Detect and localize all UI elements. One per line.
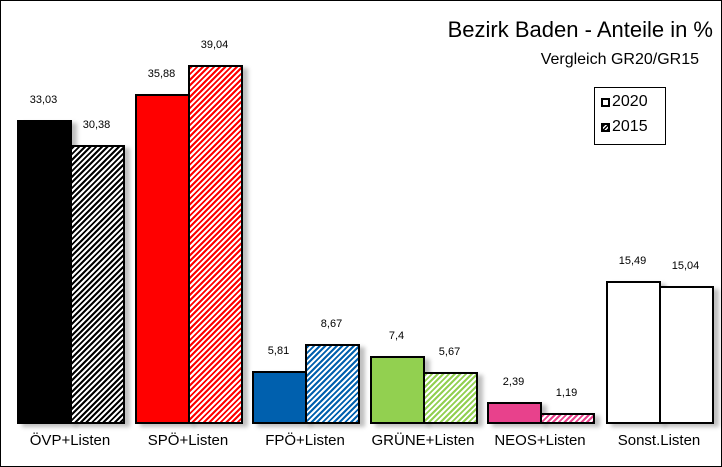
bar-2020 [370, 356, 425, 424]
legend-item-2020: 2020 [601, 93, 648, 111]
legend-item-2015: 2015 [601, 118, 648, 136]
bar-2015 [70, 145, 125, 424]
data-label: 1,19 [555, 387, 578, 399]
bar-2020 [17, 120, 72, 424]
data-label: 5,81 [267, 345, 290, 357]
category-label: Sonst.Listen [617, 432, 701, 449]
data-label: 30,38 [82, 119, 111, 131]
data-label: 33,03 [29, 94, 58, 106]
chart-subtitle: Vergleich GR20/GR15 [540, 51, 699, 68]
category-label: GRÜNE+Listen [371, 432, 475, 449]
bar-2015 [305, 344, 360, 424]
data-label: 15,49 [618, 255, 647, 267]
data-label: 15,04 [671, 260, 700, 272]
bar-2015 [188, 65, 243, 424]
data-label: 5,67 [438, 346, 461, 358]
legend: 2020 2015 [594, 87, 666, 145]
bar-2020 [252, 371, 307, 424]
bar-2015 [540, 413, 595, 424]
data-label: 7,4 [388, 330, 405, 342]
category-label: FPÖ+Listen [265, 432, 345, 449]
bar-2020 [487, 402, 542, 424]
data-label: 8,67 [320, 318, 343, 330]
category-label: ÖVP+Listen [29, 432, 111, 449]
data-label: 2,39 [502, 376, 525, 388]
chart-title: Bezirk Baden - Anteile in % [447, 17, 713, 42]
category-label: NEOS+Listen [494, 432, 586, 449]
solid-swatch-icon [601, 97, 610, 107]
data-label: 35,88 [147, 68, 176, 80]
bar-2015 [659, 286, 714, 424]
bar-2015 [423, 372, 478, 424]
data-label: 39,04 [200, 39, 229, 51]
bar-2020 [606, 281, 661, 424]
category-label: SPÖ+Listen [147, 432, 229, 449]
bar-2020 [135, 94, 190, 424]
hatched-swatch-icon [601, 122, 610, 132]
